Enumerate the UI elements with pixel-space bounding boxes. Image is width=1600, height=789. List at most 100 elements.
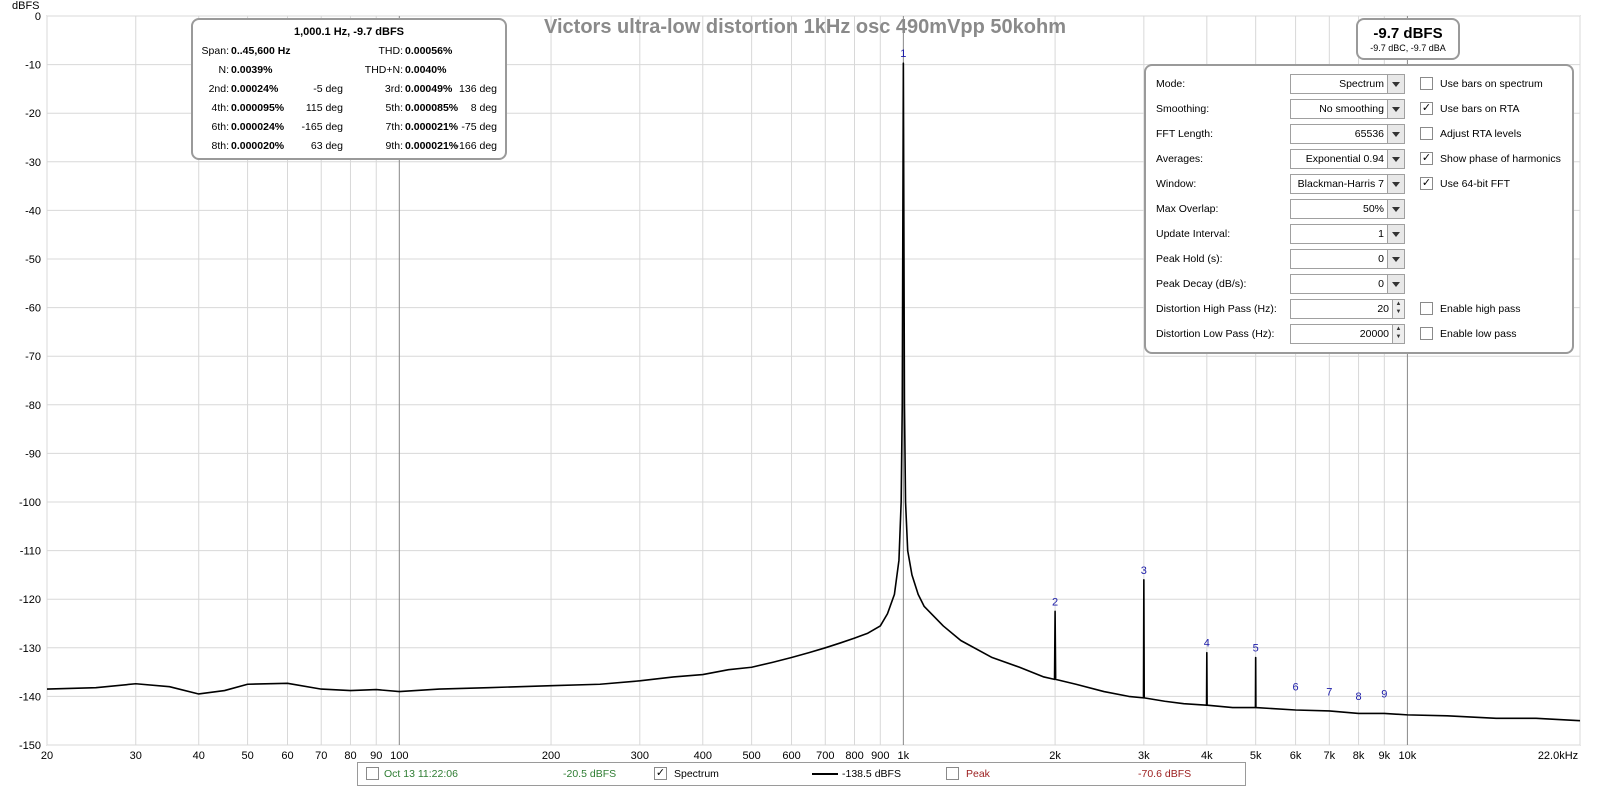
chevron-down-icon[interactable] (1387, 75, 1404, 93)
legend-spectrum-checkbox[interactable]: ✓ (654, 767, 667, 780)
mode-dropdown[interactable]: Spectrum (1290, 74, 1405, 94)
chevron-down-icon[interactable] (1387, 250, 1404, 268)
harmonic-4-label: 4th: (211, 102, 229, 114)
harmonic-5-phase: 8 deg (470, 102, 497, 114)
chevron-down-icon[interactable] (1387, 175, 1404, 193)
setting-fft-length: FFT Length: 65536 (1156, 124, 1566, 144)
harmonic-9-phase: -166 deg (455, 140, 497, 152)
chevron-down-icon[interactable] (1387, 225, 1404, 243)
dropdown-value: 1 (1378, 228, 1384, 240)
harmonic-marker-label: 3 (1141, 565, 1147, 577)
spinner-arrows-icon[interactable]: ▲ ▼ (1392, 325, 1404, 343)
x-tick-label: 200 (542, 750, 560, 762)
averages-dropdown[interactable]: Exponential 0.94 (1290, 149, 1405, 169)
smoothing-dropdown[interactable]: No smoothing (1290, 99, 1405, 119)
setting-distortion-high-pass: Distortion High Pass (Hz): 20 ▲ ▼ Enable … (1156, 299, 1566, 319)
spinner-arrows-icon[interactable]: ▲ ▼ (1392, 300, 1404, 318)
x-tick-label: 900 (871, 750, 889, 762)
dropdown-value: 65536 (1354, 128, 1384, 140)
setting-label: Peak Decay (dB/s): (1156, 278, 1247, 290)
y-tick-label: -100 (19, 497, 41, 509)
peak-hold-dropdown[interactable]: 0 (1290, 249, 1405, 269)
legend-bar: Oct 13 11:22:06 -20.5 dBFS ✓ Spectrum -1… (357, 762, 1246, 786)
legend-peak-level: -70.6 dBFS (1138, 768, 1192, 780)
adjust-rta-levels-checkbox[interactable] (1420, 127, 1433, 140)
checkbox-label: Enable low pass (1440, 328, 1517, 340)
x-tick-label: 500 (742, 750, 760, 762)
checkbox-label: Use bars on spectrum (1440, 78, 1543, 90)
peak-decay-dropdown[interactable]: 0 (1290, 274, 1405, 294)
window-dropdown[interactable]: Blackman-Harris 7 (1290, 174, 1405, 194)
y-tick-label: -130 (19, 643, 41, 655)
x-tick-label: 400 (694, 750, 712, 762)
harmonic-5-label: 5th: (385, 102, 403, 114)
legend-spectrum-level: -138.5 dBFS (842, 768, 901, 780)
x-tick-label: 8k (1353, 750, 1365, 762)
noise-value: 0.0039% (231, 64, 273, 76)
y-tick-label: -20 (25, 108, 41, 120)
use-bars-on-spectrum-checkbox[interactable] (1420, 77, 1433, 90)
setting-max-overlap: Max Overlap: 50% (1156, 199, 1566, 219)
x-tick-label: 3k (1138, 750, 1150, 762)
setting-label: Averages: (1156, 153, 1204, 165)
chevron-down-icon[interactable] (1387, 100, 1404, 118)
spinner-value: 20 (1377, 303, 1389, 315)
x-tick-label: 6k (1290, 750, 1302, 762)
distortion-high-pass-input[interactable]: 20 ▲ ▼ (1290, 299, 1405, 319)
harmonic-6-label: 6th: (211, 121, 229, 133)
dropdown-value: Exponential 0.94 (1305, 153, 1384, 165)
setting-label: Smoothing: (1156, 103, 1210, 115)
checkbox-label: Adjust RTA levels (1440, 128, 1522, 140)
axis-labels: 0 -10 -20 -30 -40 -50 -60 -70 -80 -90 -100 -110 -120… (19, 11, 1578, 762)
max-overlap-dropdown[interactable]: 50% (1290, 199, 1405, 219)
thd-value: 0.00056% (405, 45, 453, 57)
setting-averages: Averages: Exponential 0.94 (1156, 149, 1566, 169)
x-tick-label: 600 (782, 750, 800, 762)
show-phase-of-harmonics-checkbox[interactable]: ✓ (1420, 152, 1433, 165)
setting-smoothing: Smoothing: No smoothing (1156, 99, 1566, 119)
span-value: 0..45,600 Hz (231, 45, 291, 57)
chevron-down-icon[interactable] (1387, 200, 1404, 218)
legend-peak-label: Peak (966, 768, 990, 780)
update-interval-dropdown[interactable]: 1 (1290, 224, 1405, 244)
distortion-low-pass-input[interactable]: 20000 ▲ ▼ (1290, 324, 1405, 344)
setting-peak-decay: Peak Decay (dB/s): 0 (1156, 274, 1566, 294)
setting-label: Update Interval: (1156, 228, 1231, 240)
harmonic-9-label: 9th: (385, 140, 403, 152)
legend-peak-checkbox[interactable] (946, 767, 959, 780)
setting-label: Distortion Low Pass (Hz): (1156, 328, 1275, 340)
x-tick-label: 70 (315, 750, 327, 762)
x-tick-label: 800 (845, 750, 863, 762)
x-tick-label: 30 (130, 750, 142, 762)
x-tick-label: 700 (816, 750, 834, 762)
x-tick-label: 5k (1250, 750, 1262, 762)
harmonic-marker-label: 4 (1204, 638, 1210, 650)
dropdown-value: 50% (1362, 203, 1384, 215)
spinner-value: 20000 (1359, 328, 1389, 340)
chevron-down-icon[interactable] (1387, 125, 1404, 143)
spectrum-trace-group (46, 62, 1581, 722)
dropdown-value: 0 (1378, 278, 1384, 290)
harmonic-marker-label: 5 (1253, 643, 1259, 655)
harmonic-4-phase: 115 deg (305, 102, 343, 114)
x-tick-label: 100 (390, 750, 408, 762)
harmonic-marker-label: 7 (1326, 686, 1332, 698)
harmonic-8-phase: 63 deg (310, 140, 343, 152)
legend-measurement-checkbox[interactable] (366, 767, 379, 780)
setting-update-interval: Update Interval: 1 (1156, 224, 1566, 244)
x-tick-label: 1k (898, 750, 910, 762)
dropdown-value: 0 (1378, 253, 1384, 265)
use-bars-on-rta-checkbox[interactable]: ✓ (1420, 102, 1433, 115)
harmonic-4-value: 0.000095% (231, 102, 285, 114)
chevron-down-icon[interactable] (1387, 150, 1404, 168)
x-tick-label: 4k (1201, 750, 1213, 762)
chevron-down-icon[interactable] (1387, 275, 1404, 293)
enable-low-pass-checkbox[interactable] (1420, 327, 1433, 340)
harmonic-markers: 1 2 3 4 5 6 7 8 9 (900, 48, 1387, 703)
fft-length-dropdown[interactable]: 65536 (1290, 124, 1405, 144)
harmonic-2-value: 0.00024% (231, 83, 279, 95)
setting-peak-hold: Peak Hold (s): 0 (1156, 249, 1566, 269)
harmonic-2-phase: -5 deg (313, 83, 343, 95)
enable-high-pass-checkbox[interactable] (1420, 302, 1433, 315)
use-64-bit-fft-checkbox[interactable]: ✓ (1420, 177, 1433, 190)
